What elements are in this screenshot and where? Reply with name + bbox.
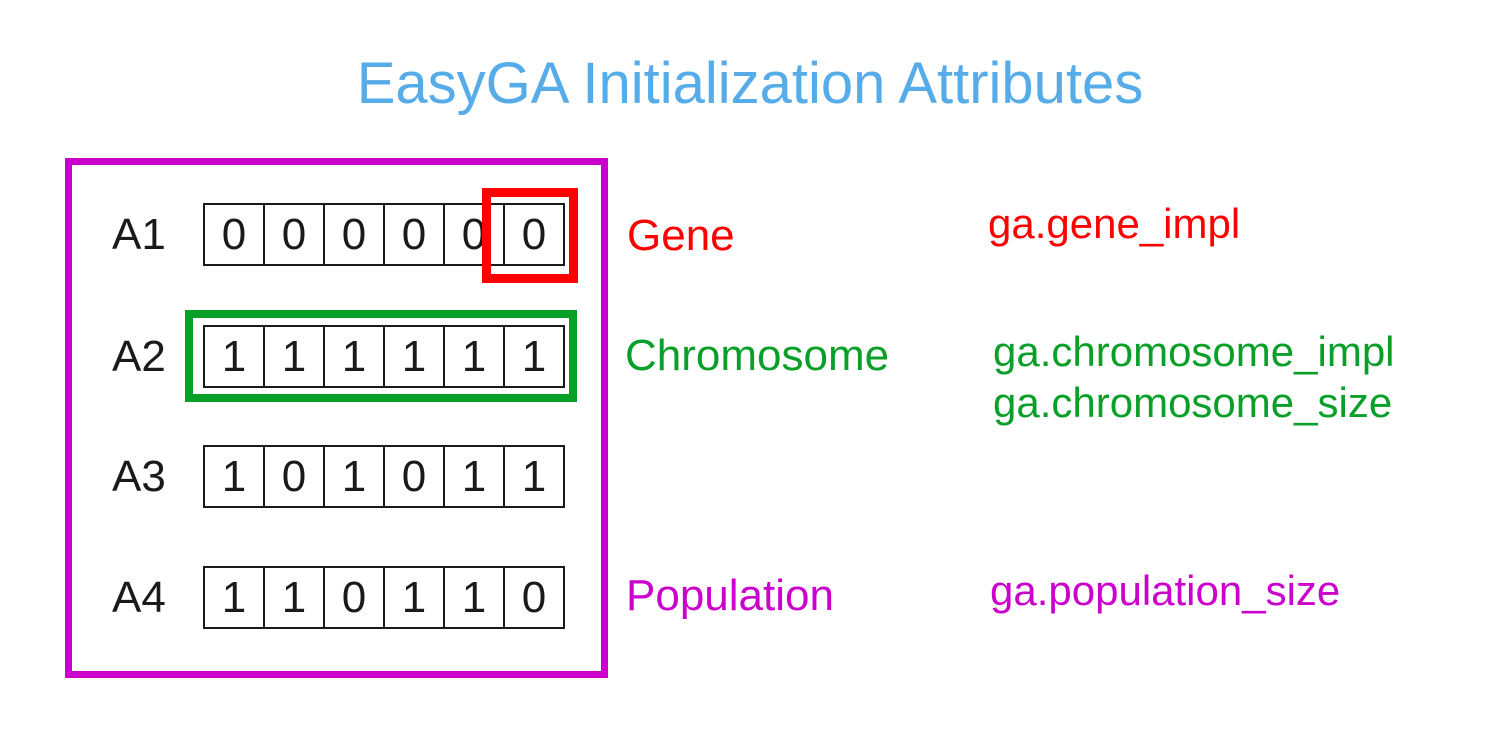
gene-cell: 1 [383,566,445,629]
gene-cell: 1 [503,325,565,388]
gene-cell: 1 [383,325,445,388]
gene-cells-a3: 1 0 1 0 1 1 [203,445,565,508]
gene-cell: 1 [443,325,505,388]
gene-cell: 0 [383,445,445,508]
gene-cell: 0 [323,566,385,629]
gene-cell: 1 [203,445,265,508]
chromosome-row-a2: A2 1 1 1 1 1 1 [0,325,700,388]
gene-cell: 1 [323,445,385,508]
gene-cell: 1 [263,325,325,388]
gene-cell: 1 [503,445,565,508]
chromosome-impl-code: ga.chromosome_impl [993,328,1395,375]
gene-cell: 0 [263,203,325,266]
gene-highlight-box [482,188,578,283]
population-label: Population [626,571,834,620]
gene-cells-a2: 1 1 1 1 1 1 [203,325,565,388]
chromosome-row-a4: A4 1 1 0 1 1 0 [0,566,700,629]
row-label-a3: A3 [112,452,166,501]
gene-cell: 0 [383,203,445,266]
population-outline-box [65,158,608,678]
gene-cell: 0 [503,203,565,266]
page-title: EasyGA Initialization Attributes [356,51,1144,116]
chromosome-row-a1: A1 0 0 0 0 0 0 [0,203,700,266]
chromosome-size-code: ga.chromosome_size [993,379,1393,426]
gene-cells-a4: 1 1 0 1 1 0 [203,566,565,629]
gene-cell: 1 [443,445,505,508]
gene-cell: 1 [203,566,265,629]
row-label-a1: A1 [112,210,166,259]
chromosome-attribute-codes: ga.chromosome_impl ga.chromosome_size [993,326,1395,428]
gene-cell: 1 [443,566,505,629]
chromosome-label: Chromosome [625,331,890,380]
chromosome-highlight-box [185,310,577,402]
row-label-a2: A2 [112,332,166,381]
gene-cell: 1 [203,325,265,388]
gene-cell: 0 [203,203,265,266]
gene-cell: 0 [323,203,385,266]
gene-cell: 1 [323,325,385,388]
chromosome-row-a3: A3 1 0 1 0 1 1 [0,445,700,508]
gene-cell: 1 [263,566,325,629]
gene-label: Gene [627,211,735,260]
gene-attribute-code: ga.gene_impl [988,200,1241,247]
population-attribute-code: ga.population_size [990,567,1341,614]
gene-cell: 0 [503,566,565,629]
gene-cell: 0 [263,445,325,508]
row-label-a4: A4 [112,573,166,622]
